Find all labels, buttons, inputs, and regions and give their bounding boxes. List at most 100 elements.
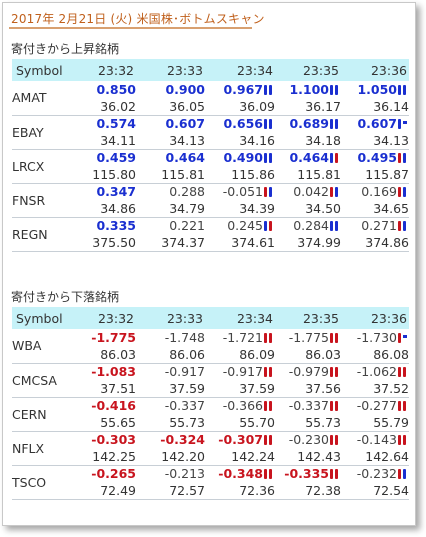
price-cell: 37.56 (305, 380, 341, 396)
price-cell: 34.65 (373, 200, 409, 216)
price-change-value: -0.213 (164, 466, 205, 482)
price-cell: 36.02 (100, 98, 136, 114)
price-change-value: -1.721 (222, 330, 263, 345)
price-change-value: 0.347 (96, 184, 136, 200)
table-row-prices: 55.65 55.73 55.70 55.73 55.79 (12, 414, 409, 431)
column-header-time: 23:36 (370, 310, 407, 326)
price-cell: 36.05 (169, 98, 205, 114)
price-cell: 115.86 (231, 166, 275, 182)
price-change-cell: -1.775 (66, 329, 136, 346)
price-change-value: -0.324 (160, 432, 205, 448)
trend-bars-icon (330, 152, 341, 164)
stock-symbol: WBA (12, 338, 42, 354)
trend-bars-icon (264, 186, 275, 198)
table-row: REGN 0.335 0.221 0.245 0.284 0.271 (12, 217, 409, 242)
price-change-cell: -1.730 (341, 329, 409, 346)
price-change-cell: 0.900 (136, 81, 205, 98)
price-cell: 115.81 (297, 166, 341, 182)
column-header-time: 23:32 (97, 310, 134, 326)
stock-symbol: REGN (12, 226, 48, 242)
rising-stocks-table: Symbol 23:32 23:33 23:34 23:35 23:36 AMAT 0.850… (12, 59, 409, 252)
price-change-cell: -0.232 (341, 465, 409, 482)
trend-bars-icon (264, 468, 275, 480)
price-change-value: -1.775 (91, 330, 136, 345)
column-header-time: 23:35 (302, 310, 339, 326)
price-change-value: 0.607 (357, 116, 397, 132)
price-cell: 115.80 (92, 166, 136, 182)
price-cell: 374.61 (231, 234, 275, 250)
price-change-cell: 0.689 (275, 115, 341, 132)
price-change-value: 0.656 (223, 116, 263, 132)
price-change-cell: -1.083 (66, 363, 136, 380)
price-cell: 142.24 (231, 448, 275, 464)
price-cell: 142.25 (92, 448, 136, 464)
price-change-cell: -0.303 (66, 431, 136, 448)
price-change-value: 0.495 (357, 150, 397, 166)
trend-bars-icon (330, 118, 341, 130)
trend-bars-icon (330, 332, 341, 343)
stock-symbol: NFLX (12, 440, 45, 456)
price-cell: 115.81 (161, 166, 205, 182)
table-header-row: Symbol 23:32 23:33 23:34 23:35 23:36 (12, 59, 409, 81)
table-row-prices: 142.25 142.20 142.24 142.43 142.64 (12, 448, 409, 465)
table-row: TSCO -0.265 -0.213 -0.348 -0.335 -0.232 (12, 465, 409, 490)
table-row: CMCSA -1.083 -0.917 -0.917 -0.979 -1.062 (12, 363, 409, 388)
price-change-value: 0.607 (165, 116, 205, 132)
trend-bars-icon (398, 186, 409, 198)
price-change-cell: 1.100 (275, 81, 341, 98)
column-header-symbol: Symbol (16, 310, 63, 326)
trend-bars-icon (264, 118, 275, 130)
table-row-prices: 34.11 34.13 34.16 34.18 34.13 (12, 132, 409, 149)
falling-section-title: 寄付きから下落銘柄 (11, 290, 120, 304)
column-header-time: 23:33 (166, 310, 203, 326)
price-cell: 374.86 (365, 234, 409, 250)
column-header-symbol: Symbol (16, 62, 63, 78)
price-change-cell: -0.337 (136, 397, 205, 414)
price-change-cell: -0.348 (205, 465, 275, 482)
price-change-value: 0.221 (169, 218, 205, 234)
trend-bars-icon (398, 400, 409, 412)
price-change-cell: 0.656 (205, 115, 275, 132)
trend-bars-icon (330, 434, 341, 446)
price-change-cell: 0.271 (341, 217, 409, 234)
rising-section-title: 寄付きから上昇銘柄 (11, 42, 120, 56)
price-change-value: -1.730 (356, 330, 397, 345)
table-row: NFLX -0.303 -0.324 -0.307 -0.230 -0.143 (12, 431, 409, 456)
price-change-value: 0.288 (169, 184, 205, 200)
price-change-value: 0.900 (165, 82, 205, 97)
price-change-cell: 0.335 (66, 217, 136, 234)
price-change-value: -0.277 (356, 398, 397, 414)
trend-bars-icon (264, 84, 275, 95)
price-cell: 375.50 (92, 234, 136, 250)
price-cell: 72.49 (100, 482, 136, 498)
trend-bars-icon (330, 84, 341, 95)
price-change-value: -0.143 (356, 432, 397, 448)
price-change-cell: -0.917 (205, 363, 275, 380)
trend-bars-icon (264, 332, 275, 343)
price-cell: 55.79 (373, 414, 409, 430)
price-change-value: 0.464 (289, 150, 329, 166)
price-change-cell: -1.748 (136, 329, 205, 346)
price-change-value: -1.083 (91, 364, 136, 380)
price-change-value: -0.917 (222, 364, 263, 380)
price-cell: 34.13 (169, 132, 205, 148)
price-change-cell: -0.335 (275, 465, 341, 482)
stock-symbol: EBAY (12, 124, 44, 140)
column-header-time: 23:34 (236, 62, 273, 78)
falling-stocks-table: Symbol 23:32 23:33 23:34 23:35 23:36 WBA -1.775… (12, 307, 409, 500)
price-change-cell: 0.288 (136, 183, 205, 200)
table-row-prices: 37.51 37.59 37.59 37.56 37.52 (12, 380, 409, 397)
price-change-cell: -0.051 (205, 183, 275, 200)
price-change-value: -0.416 (91, 398, 136, 414)
price-change-cell: 0.574 (66, 115, 136, 132)
table-row: CERN -0.416 -0.337 -0.366 -0.337 -0.277 (12, 397, 409, 422)
price-change-cell: 0.495 (341, 149, 409, 166)
trend-bars-icon (264, 400, 275, 412)
price-change-value: 0.169 (361, 184, 397, 200)
price-change-value: 0.459 (96, 150, 136, 166)
stock-symbol: FNSR (12, 192, 46, 208)
price-change-value: 0.689 (289, 116, 329, 132)
price-change-value: -1.062 (356, 364, 397, 380)
stock-symbol: CERN (12, 406, 47, 422)
price-change-cell: -0.265 (66, 465, 136, 482)
